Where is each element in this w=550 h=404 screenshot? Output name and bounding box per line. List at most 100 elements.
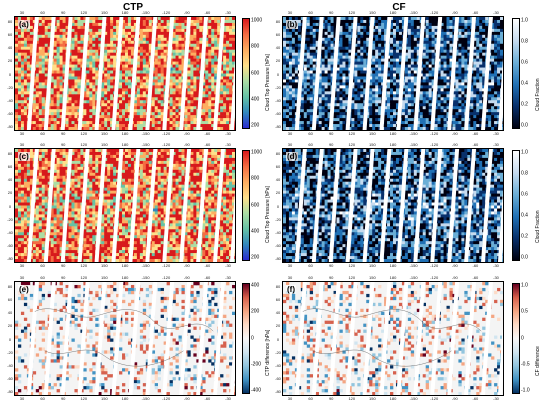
lat-tick: 0 (8, 71, 12, 77)
lon-tick: -60 (472, 142, 479, 147)
lon-tick: 120 (80, 10, 88, 15)
swath-gap (447, 149, 460, 262)
lon-tick: -30 (225, 142, 231, 147)
lon-tick: -150 (141, 142, 150, 147)
lon-tick: -60 (204, 396, 211, 401)
lat-tick: 40 (275, 310, 281, 316)
swath-gap (179, 17, 192, 130)
lon-tick: 30 (19, 263, 25, 268)
colorbar (512, 283, 520, 394)
lat-tick: 40 (7, 177, 13, 183)
lat-tick: 60 (275, 32, 281, 38)
title-cf: CF (392, 2, 406, 13)
lon-tick: 30 (19, 275, 25, 280)
panel-label: (d) (286, 152, 299, 161)
swath-gap (464, 282, 477, 395)
swath-gap (362, 149, 375, 262)
lon-tick: -90 (451, 275, 458, 280)
lat-tick: 80 (7, 284, 13, 289)
lat-tick: -60 (275, 375, 281, 381)
panel-label: (c) (18, 152, 30, 161)
lon-tick: 180 (121, 275, 129, 280)
lon-tick: 90 (328, 275, 334, 280)
lon-tick: 120 (348, 396, 356, 401)
colorbar-tick: -0.5 (521, 361, 530, 368)
lon-ticks-bottom: 30 60 90 120 150 180 -150 -120 -90 -60 -30 (282, 397, 504, 402)
lon-tick: 60 (308, 396, 313, 401)
swath-gap (481, 149, 493, 262)
swath-gap (430, 149, 443, 262)
lon-tick: 60 (40, 396, 45, 401)
swath-gap (447, 17, 460, 130)
lon-tick: 150 (101, 275, 108, 280)
lat-ticks: 80 60 40 20 0 -20 -40 -60 -80 (274, 16, 282, 131)
lon-tick: -90 (451, 396, 458, 401)
swath-gap (196, 17, 209, 130)
map-cfdiff: (f) (282, 281, 504, 396)
lon-tick: 150 (101, 142, 108, 147)
lon-tick: 90 (60, 396, 66, 401)
colorbar-tick: 1000 (251, 149, 263, 156)
colorbar-ticks: 400 200 0 -200 -400 (251, 283, 265, 394)
swath-gap (43, 149, 56, 262)
lat-tick: -20 (7, 349, 13, 355)
colorbar (512, 18, 520, 129)
swath-gap (328, 149, 341, 262)
lon-tick: -30 (493, 142, 499, 147)
colorbar-tick: 400 (251, 96, 260, 103)
lon-tick: 150 (369, 10, 376, 15)
lon-tick: -30 (225, 263, 231, 268)
swath-gap (430, 17, 443, 130)
swath-gap (328, 282, 341, 395)
lon-tick: 120 (348, 275, 356, 280)
swath-gap (345, 282, 358, 395)
panel-label: (f) (286, 285, 296, 294)
colorbar-tick: -1.0 (521, 387, 530, 394)
swath-gap (162, 282, 175, 395)
lon-tick: 180 (389, 142, 397, 147)
lon-tick: 120 (80, 396, 88, 401)
lon-ticks-bottom: 30 60 90 120 150 180 -150 -120 -90 -60 -30 (14, 397, 236, 402)
lat-ticks: 80 60 40 20 0 -20 -40 -60 -80 (274, 281, 282, 396)
colorbar-gradient (243, 284, 249, 393)
swath-gap (77, 17, 90, 130)
swath-gap (111, 149, 124, 262)
lon-tick: 120 (80, 142, 88, 147)
lon-tick: -60 (204, 275, 211, 280)
lon-tick: -30 (493, 10, 499, 15)
lat-tick: -80 (7, 124, 13, 129)
lat-tick: 20 (275, 190, 281, 196)
lat-tick: -40 (275, 97, 281, 103)
lon-tick: -120 (430, 396, 439, 401)
swath-gap (60, 282, 73, 395)
lon-tick: 120 (348, 142, 356, 147)
lon-tick: -150 (409, 131, 418, 136)
lon-tick: -30 (225, 275, 231, 280)
lon-tick: -120 (162, 263, 171, 268)
lon-tick: 60 (308, 275, 313, 280)
lat-tick: 80 (7, 19, 13, 24)
lat-tick: -60 (275, 110, 281, 116)
lon-tick: -90 (451, 131, 458, 136)
lat-tick: -20 (7, 216, 13, 222)
lon-tick: 180 (121, 263, 129, 268)
lon-tick: 150 (369, 131, 376, 136)
swath-gap (447, 282, 460, 395)
lat-tick: 0 (8, 203, 12, 209)
lon-tick: 90 (60, 142, 66, 147)
colorbar-tick: 600 (251, 202, 260, 208)
lon-tick: 150 (101, 10, 108, 15)
lon-tick: 30 (287, 131, 293, 136)
lon-tick: 120 (80, 131, 88, 136)
lon-tick: 90 (328, 263, 334, 268)
lon-tick: -30 (493, 131, 499, 136)
swath-gap (60, 17, 73, 130)
colorbar-gradient (513, 151, 519, 260)
lon-tick: 150 (369, 263, 376, 268)
lon-tick: 150 (101, 396, 108, 401)
lat-tick: -20 (7, 84, 13, 90)
lon-tick: -60 (204, 10, 211, 15)
lat-tick: 60 (7, 297, 13, 303)
lon-tick: 60 (308, 142, 313, 147)
swath-gap (294, 17, 307, 130)
